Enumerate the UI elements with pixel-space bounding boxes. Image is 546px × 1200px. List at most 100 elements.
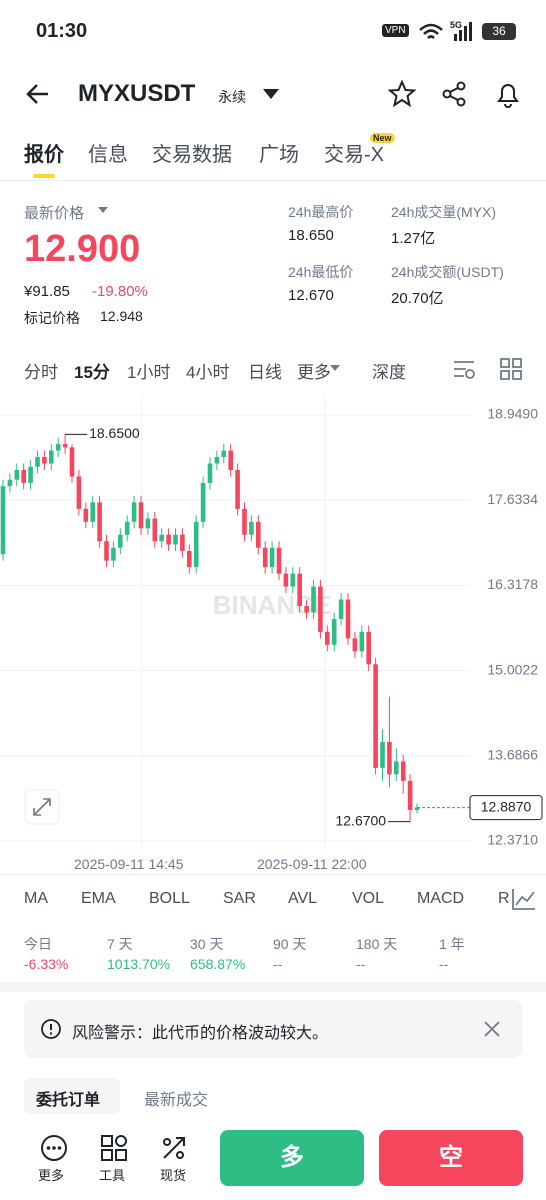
candle-body [83, 508, 89, 522]
candle-body [331, 618, 337, 645]
candle-body [359, 631, 365, 652]
battery: 36 [482, 23, 516, 40]
nav-label[interactable]: 工具 [99, 1168, 126, 1183]
candle-body [221, 450, 227, 458]
period: 1 年 [439, 936, 465, 952]
candle-body [269, 547, 275, 568]
dropdown-icon[interactable] [262, 88, 280, 100]
period-change: -- [356, 956, 366, 972]
signal-icon [454, 22, 472, 41]
stat-value: 1.27亿 [391, 230, 436, 247]
divider [0, 180, 546, 181]
candlestick-chart[interactable]: BINANCE 18.949017.633416.317815.002213.6… [0, 395, 546, 850]
trades-tab[interactable]: 最新成交 [144, 1092, 209, 1109]
candle-body [104, 541, 109, 561]
candle-body [97, 502, 102, 542]
candle-body [187, 550, 192, 568]
back-button[interactable] [24, 82, 52, 106]
stat-label: 24h最高价 [288, 204, 354, 220]
candle-body [283, 573, 289, 587]
period-change: 658.87% [190, 956, 246, 972]
wifi-icon [419, 23, 443, 39]
tab[interactable]: 交易数据 [152, 144, 232, 166]
interval[interactable]: 日线 [248, 363, 282, 382]
candle-body [394, 761, 399, 775]
network-label: 5G [450, 20, 463, 30]
alert-icon[interactable] [494, 80, 522, 108]
candle-body [35, 457, 40, 467]
dropdown-icon[interactable] [330, 365, 340, 372]
indicator[interactable]: MA [24, 890, 48, 907]
indicator[interactable]: R [498, 890, 510, 907]
tools-icon[interactable] [100, 1134, 128, 1162]
candle-body [90, 502, 95, 522]
high-label: 18.6500 [89, 425, 140, 441]
symbol[interactable]: MYXUSDT [78, 80, 196, 107]
indicator[interactable]: SAR [223, 890, 256, 907]
layout-icon[interactable] [500, 358, 522, 380]
candle-body [214, 457, 220, 464]
candle-body [400, 761, 406, 781]
y-tick-label: 15.0022 [487, 661, 538, 677]
x-axis-label: 2025-09-11 14:45 [74, 856, 184, 872]
candle-body [407, 780, 413, 810]
interval[interactable]: 4小时 [186, 363, 230, 382]
short-button[interactable]: 空 [379, 1130, 523, 1186]
share-icon[interactable] [440, 80, 468, 108]
tab[interactable]: 广场 [259, 144, 299, 166]
draw-tool-icon[interactable] [452, 358, 476, 380]
candle-body [262, 547, 268, 568]
y-tick-label: 17.6334 [487, 491, 538, 507]
indicator[interactable]: MACD [417, 890, 465, 907]
y-tick-label: 13.6866 [487, 747, 538, 763]
order-tab[interactable]: 委托订单 [36, 1092, 101, 1109]
candle-body [290, 573, 296, 587]
interval[interactable]: 1小时 [127, 363, 171, 382]
dropdown-icon[interactable] [97, 206, 109, 214]
indicator-settings-icon[interactable] [512, 888, 536, 910]
stat-label: 24h成交额(USDT) [391, 264, 504, 280]
candle-body [152, 518, 158, 542]
stat-value: 18.650 [288, 227, 334, 244]
indicator[interactable]: AVL [288, 890, 318, 907]
indicator[interactable]: EMA [81, 890, 116, 907]
candle-body [118, 534, 123, 548]
candle-body [297, 573, 302, 606]
period: 180 天 [356, 936, 398, 952]
nav-label[interactable]: 更多 [38, 1168, 65, 1183]
tab[interactable]: 报价 [24, 144, 64, 166]
mark-price-label: 标记价格 [24, 310, 80, 326]
nav-label[interactable]: 现货 [160, 1168, 187, 1183]
candle-body [414, 807, 420, 810]
indicator[interactable]: VOL [352, 890, 385, 907]
current-price-box [469, 795, 543, 821]
indicator[interactable]: BOLL [149, 890, 190, 907]
tab-bg [24, 1078, 120, 1114]
divider [0, 874, 546, 875]
candle-body [256, 521, 261, 548]
tab[interactable]: 信息 [88, 144, 128, 166]
section-gap [0, 982, 546, 992]
candle-body [14, 469, 20, 480]
candle-body [249, 521, 254, 535]
spot-icon[interactable] [160, 1134, 188, 1162]
more-icon[interactable] [40, 1134, 68, 1162]
candle-body [62, 444, 68, 448]
new-badge: New [370, 133, 395, 143]
interval[interactable]: 更多 [297, 363, 331, 382]
tab[interactable]: 交易-X [324, 144, 384, 166]
candle-body [228, 450, 233, 470]
warning-banner [24, 1000, 522, 1058]
interval[interactable]: 15分 [74, 363, 110, 382]
candle-body [0, 486, 6, 555]
favorite-icon[interactable] [388, 80, 416, 108]
long-button[interactable]: 多 [220, 1130, 364, 1186]
interval[interactable]: 深度 [372, 363, 406, 382]
interval[interactable]: 分时 [24, 363, 58, 382]
candle-body [55, 444, 61, 451]
candle-body [387, 741, 392, 775]
close-button[interactable] [484, 1021, 500, 1037]
candle-body [345, 599, 351, 639]
candle-body [338, 599, 344, 619]
warning-icon [41, 1019, 61, 1039]
